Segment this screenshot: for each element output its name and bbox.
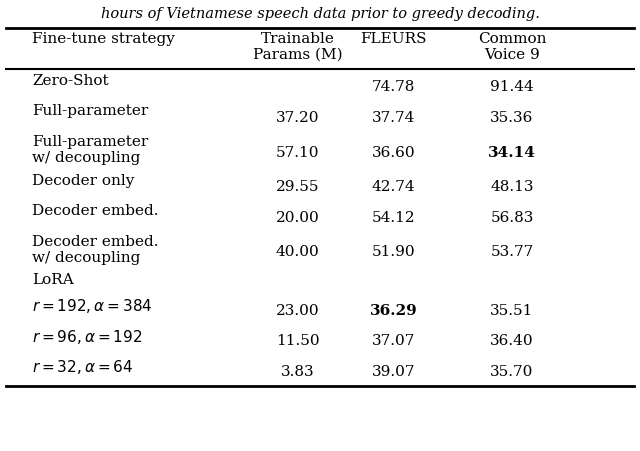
Text: 36.40: 36.40 [490, 334, 534, 347]
Text: 37.20: 37.20 [276, 111, 319, 124]
Text: 51.90: 51.90 [372, 245, 415, 259]
Text: Common
Voice 9: Common Voice 9 [477, 32, 547, 62]
Text: 23.00: 23.00 [276, 303, 319, 317]
Text: 37.74: 37.74 [372, 111, 415, 124]
Text: Zero-Shot: Zero-Shot [32, 74, 109, 87]
Text: $r = 192, \alpha = 384$: $r = 192, \alpha = 384$ [32, 296, 152, 314]
Text: hours of Vietnamese speech data prior to greedy decoding.: hours of Vietnamese speech data prior to… [100, 7, 540, 21]
Text: 35.36: 35.36 [490, 111, 534, 124]
Text: 56.83: 56.83 [490, 211, 534, 224]
Text: 36.29: 36.29 [370, 303, 417, 317]
Text: Trainable
Params (M): Trainable Params (M) [253, 32, 342, 62]
Text: 3.83: 3.83 [281, 364, 314, 378]
Text: 57.10: 57.10 [276, 145, 319, 159]
Text: Decoder embed.
w/ decoupling: Decoder embed. w/ decoupling [32, 235, 159, 265]
Text: $r = 96, \alpha = 192$: $r = 96, \alpha = 192$ [32, 327, 142, 345]
Text: $r = 32, \alpha = 64$: $r = 32, \alpha = 64$ [32, 358, 134, 376]
Text: Full-parameter
w/ decoupling: Full-parameter w/ decoupling [32, 135, 148, 165]
Text: FLEURS: FLEURS [360, 32, 427, 46]
Text: 42.74: 42.74 [372, 180, 415, 193]
Text: 34.14: 34.14 [488, 145, 536, 159]
Text: 11.50: 11.50 [276, 334, 319, 347]
Text: 91.44: 91.44 [490, 80, 534, 94]
Text: 37.07: 37.07 [372, 334, 415, 347]
Text: 35.70: 35.70 [490, 364, 534, 378]
Text: Decoder only: Decoder only [32, 173, 134, 187]
Text: 39.07: 39.07 [372, 364, 415, 378]
Text: 54.12: 54.12 [372, 211, 415, 224]
Text: 35.51: 35.51 [490, 303, 534, 317]
Text: Full-parameter: Full-parameter [32, 104, 148, 118]
Text: 53.77: 53.77 [490, 245, 534, 259]
Text: 20.00: 20.00 [276, 211, 319, 224]
Text: Decoder embed.: Decoder embed. [32, 204, 159, 218]
Text: 40.00: 40.00 [276, 245, 319, 259]
Text: 74.78: 74.78 [372, 80, 415, 94]
Text: Fine-tune strategy: Fine-tune strategy [32, 32, 175, 46]
Text: 29.55: 29.55 [276, 180, 319, 193]
Text: 36.60: 36.60 [372, 145, 415, 159]
Text: 48.13: 48.13 [490, 180, 534, 193]
Text: LoRA: LoRA [32, 273, 74, 287]
